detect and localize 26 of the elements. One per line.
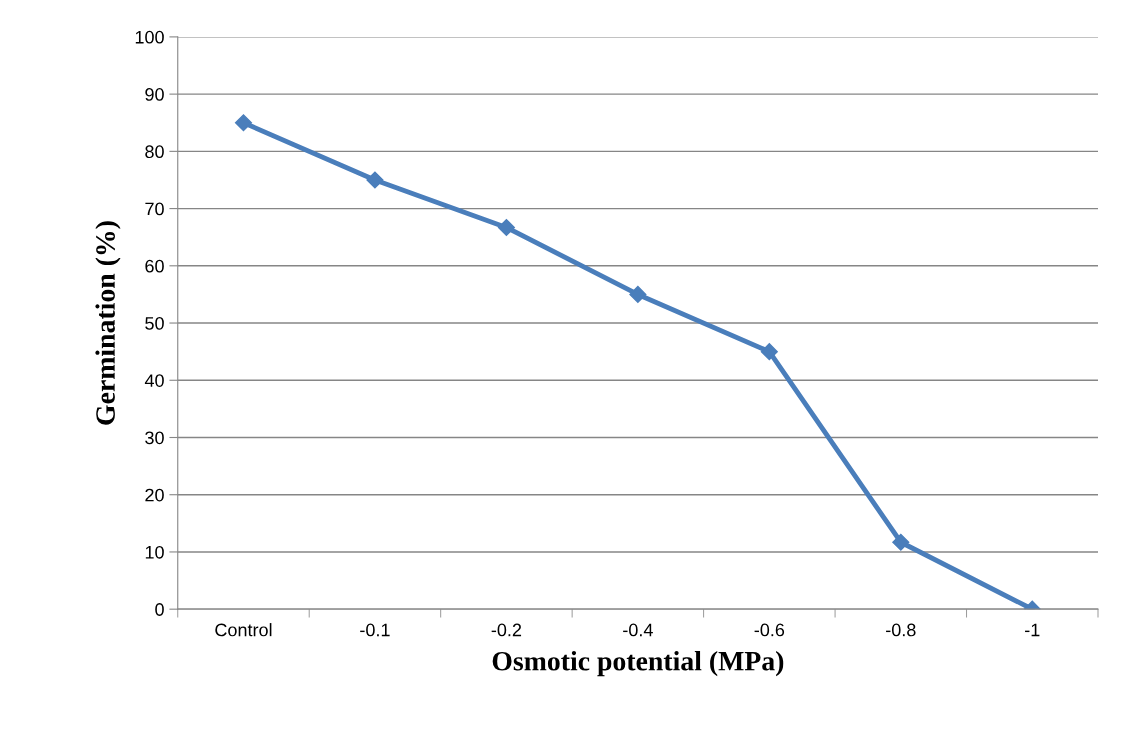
y-tick-label: 80 <box>145 145 164 159</box>
y-tick-label: 60 <box>145 259 164 273</box>
y-tick-label: 40 <box>144 374 164 387</box>
point <box>234 114 253 132</box>
point <box>760 343 778 361</box>
y-tick-label: 90 <box>145 88 164 101</box>
y-tick-label: 20 <box>145 488 164 502</box>
point <box>497 218 515 237</box>
x-tick-label: -0.6 <box>754 623 785 637</box>
x-tick-label: -0.4 <box>623 623 653 637</box>
y-tick-label: 70 <box>145 202 164 216</box>
point <box>629 285 647 303</box>
y-tick-label: 0 <box>155 603 164 616</box>
y-tick-label: 50 <box>145 316 164 330</box>
y-axis-title: Germination (%) <box>95 221 121 425</box>
y-tick-label: 10 <box>145 545 164 559</box>
x-tick-label: -0.2 <box>491 623 522 637</box>
x-tick-label: Control <box>215 623 272 637</box>
x-axis-title: Osmotic potential (MPa) <box>492 651 784 677</box>
point <box>366 171 384 189</box>
x-tick-label: -1 <box>1025 623 1040 637</box>
y-tick-label: 30 <box>145 431 164 445</box>
x-tick-label: -0.1 <box>360 623 390 637</box>
point <box>892 533 910 551</box>
x-tick-label: -0.8 <box>886 623 916 637</box>
y-tick-label: 100 <box>135 30 164 44</box>
